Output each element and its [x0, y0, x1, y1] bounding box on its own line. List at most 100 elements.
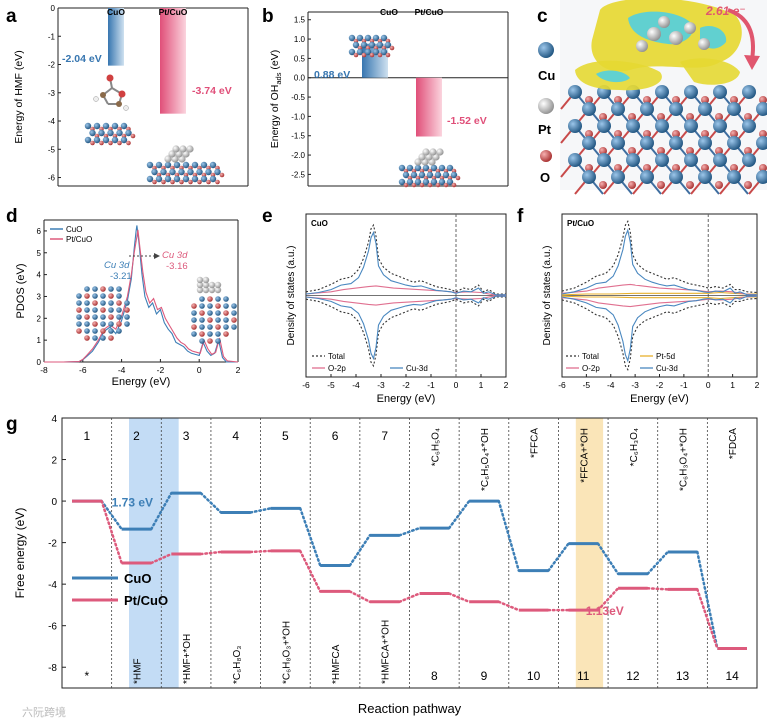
e-x-tick-label: -4 [352, 380, 360, 390]
watermark: 六阮跨境 [22, 705, 66, 719]
cluster-atom [223, 296, 229, 302]
slab-cu-atom [209, 161, 217, 169]
g-intermediate-label-bottom: *HMFCA+*OH [381, 620, 392, 684]
lattice-o-atom [657, 181, 665, 189]
cluster-pt-atom [202, 276, 210, 284]
e-x-tick-label: -3 [377, 380, 385, 390]
cluster-atom [100, 307, 106, 313]
cluster-atom [84, 314, 90, 320]
slab-o-atom [188, 179, 193, 185]
cluster-atom [92, 300, 98, 306]
g-step-number-bottom: 10 [527, 669, 541, 683]
cluster-atom [231, 317, 237, 323]
slab-cu-atom [418, 171, 426, 179]
g-step-number-bottom: 14 [725, 669, 739, 683]
b-y-tick-label: 1.5 [294, 16, 306, 25]
a-y-tick-label: -1 [48, 32, 56, 41]
g-y-tick-label: 0 [51, 497, 57, 508]
e-total-spin-up [305, 223, 506, 295]
slab-cu-atom [450, 171, 458, 179]
lattice-cu-atom [756, 170, 767, 184]
g-step-number-top: 3 [183, 429, 190, 443]
slab-o-atom [108, 140, 113, 146]
lattice-cu-atom [756, 102, 767, 116]
slab-cu-atom [214, 168, 221, 176]
slab-cu-atom [155, 161, 163, 169]
cluster-atom [76, 328, 82, 334]
b-y-tick-label: -1.0 [291, 112, 305, 121]
slab-o-atom [361, 52, 367, 58]
slab-cu-atom [348, 48, 356, 56]
slab-cu-atom [414, 164, 422, 172]
slab-cu-atom [160, 168, 167, 176]
panel-e-chart: -6 -5 -4 -3 -2 -1 0 1 2 CuO Energy (eV) Density of … [286, 213, 509, 405]
slab-cu-atom [191, 175, 199, 183]
f-x-axis-title: Energy (eV) [630, 393, 689, 405]
f-pt-5d-spin-up [561, 291, 757, 296]
slab-o-atom [455, 175, 461, 181]
cluster-atom [84, 335, 90, 341]
cluster-atom [207, 324, 213, 330]
slab-cu-atom [173, 161, 181, 169]
a-y-axis-title: Energy of HMF (eV) [13, 50, 25, 143]
e-x-tick-label: -5 [327, 380, 335, 390]
slab-cu-atom [352, 41, 360, 49]
g-connector-cuo [150, 491, 173, 531]
lattice-o-atom [657, 147, 665, 155]
slab-cu-atom [364, 48, 372, 56]
cluster-atom [100, 328, 106, 334]
g-legend-label: Pt/CuO [124, 593, 168, 608]
cluster-atom [116, 328, 122, 334]
cluster-atom [199, 310, 205, 316]
cluster-atom [223, 310, 229, 316]
lattice-o-atom [730, 130, 738, 138]
lattice-o-atom [585, 130, 593, 138]
lattice-o-atom [628, 113, 636, 121]
g-intermediate-label-top: *FDCA [728, 428, 739, 459]
hmf-molecule-illustration [93, 74, 129, 111]
g-connector-pt-cuo [199, 550, 223, 556]
cluster-atom [84, 286, 90, 292]
lattice-o-atom [686, 181, 694, 189]
cluster-atom [191, 317, 197, 323]
g-connector-pt-cuo [447, 592, 471, 604]
b-category-label: CuO [380, 7, 398, 17]
d-legend-label: CuO [66, 225, 82, 234]
cu3d-shift-arrowhead [154, 253, 160, 259]
cluster-atom [124, 300, 130, 306]
cluster-atom [116, 321, 122, 327]
cluster-atom [100, 321, 106, 327]
lattice-o-atom [672, 96, 680, 104]
lattice-o-atom [744, 113, 752, 121]
f-x-tick-label: 2 [755, 380, 760, 390]
a-y-tick-label: -4 [48, 117, 56, 126]
charge-transfer-label: 2.61 e⁻ [705, 4, 746, 18]
lattice-cu-atom [727, 102, 741, 116]
lattice-cu-atom [669, 102, 683, 116]
slab-cu-atom [364, 34, 372, 42]
lattice-cu-atom [698, 136, 712, 150]
slab-cu-atom [196, 168, 203, 176]
cuo-slab-illustration [84, 122, 136, 146]
cuo-cluster-illustration [76, 286, 130, 341]
slab-cu-atom [442, 171, 450, 179]
slab-cu-atom [84, 136, 92, 144]
e-legend-label: Total [328, 352, 345, 361]
lattice-cu-atom [640, 136, 654, 150]
slab-o-atom [411, 182, 417, 188]
slab-cu-atom [93, 136, 101, 144]
lattice-cu-atom [597, 153, 611, 167]
cuo-cu3d-title: Cu 3d [104, 260, 130, 271]
lattice-o-atom [628, 181, 636, 189]
slab-cu-atom [360, 41, 368, 49]
cluster-atom [108, 314, 114, 320]
lattice-cu-atom [727, 170, 741, 184]
lattice-o-atom [701, 96, 709, 104]
slab-o-atom [197, 179, 202, 185]
f-x-tick-label: -3 [631, 380, 639, 390]
cluster-atom [124, 321, 130, 327]
g-intermediate-label-top: *FFCA+*OH [579, 428, 590, 483]
panel-a-chart: 0 -1 -2 -3 -4 -5 -6 Energy of HMF (eV) CuO -2.04 … [13, 4, 249, 187]
f-y-axis-title: Density of states (a.u.) [542, 245, 553, 345]
slab-o-atom [99, 140, 104, 146]
